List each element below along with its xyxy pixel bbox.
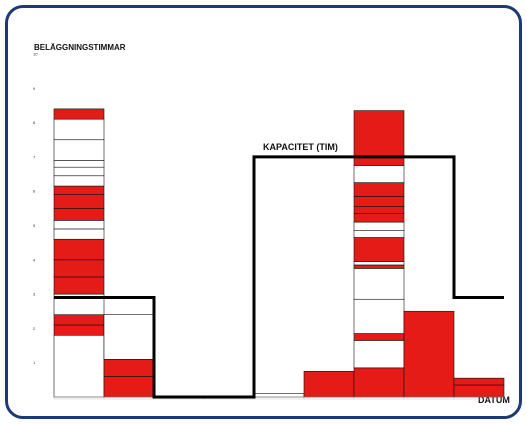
bar-segment	[353, 298, 405, 334]
bar-segment	[453, 384, 505, 398]
x-axis-label: DATUM	[478, 395, 510, 405]
occupancy-chart: BELÄGGNINGSTIMMAR KAPACITET (TIM) DATUM …	[33, 43, 510, 405]
bar-segment	[53, 238, 105, 261]
bar-segment	[53, 259, 105, 278]
category-slot	[303, 396, 355, 400]
capacity-line	[54, 155, 504, 399]
bar-segment	[353, 206, 405, 214]
y-tick-label: 9	[33, 86, 36, 91]
bar-segment	[453, 377, 505, 386]
category-slot	[453, 396, 505, 400]
bar-segment	[103, 314, 155, 360]
bar-segment	[53, 228, 105, 240]
y-axis-label: BELÄGGNINGSTIMMAR	[34, 43, 126, 52]
bar-segment	[53, 108, 105, 120]
bar-segment	[53, 139, 105, 161]
y-tick-label: 3	[33, 292, 36, 297]
bar-segment	[103, 358, 155, 377]
bar-segment	[303, 370, 355, 398]
bar-segment	[353, 340, 405, 369]
bar-segment	[253, 393, 305, 398]
bar-segment	[353, 213, 405, 223]
y-tick-label: 7	[33, 154, 36, 159]
y-tick-label: 5	[33, 223, 36, 228]
y-tick-label: 6	[33, 189, 36, 194]
y-tick-label: 2	[33, 326, 36, 331]
bar-segment	[353, 261, 405, 266]
bar-segment	[353, 264, 405, 269]
bar-segment	[403, 310, 455, 398]
chart-frame: BELÄGGNINGSTIMMAR KAPACITET (TIM) DATUM …	[5, 5, 522, 419]
bar-segment	[53, 185, 105, 195]
bar-segment	[353, 165, 405, 183]
y-tick-label: 8	[33, 120, 36, 125]
bar-segment	[53, 166, 105, 177]
bar-segment	[53, 334, 105, 398]
bar-segment	[53, 314, 105, 326]
y-tick-label: 1	[33, 360, 36, 365]
bar-segment	[353, 182, 405, 197]
bar-segment	[53, 118, 105, 141]
bar-segment	[103, 376, 155, 398]
bar-segment	[353, 221, 405, 231]
bar-segment	[53, 175, 105, 187]
bar-segment	[53, 220, 105, 230]
bar-segment	[53, 208, 105, 221]
bar-segment	[353, 237, 405, 262]
bar-segment	[53, 194, 105, 209]
bar-segment	[53, 276, 105, 295]
bar-segment	[53, 160, 105, 168]
bar-segment	[353, 196, 405, 207]
bar-segment	[353, 367, 405, 398]
bar-segment	[353, 268, 405, 300]
bar-segment	[353, 333, 405, 341]
bar-segment	[53, 324, 105, 336]
y-tick-label: 10	[33, 52, 38, 57]
capacity-label: KAPACITET (TIM)	[263, 142, 338, 152]
y-tick-label: 4	[33, 257, 36, 262]
bar-segment	[353, 230, 405, 238]
